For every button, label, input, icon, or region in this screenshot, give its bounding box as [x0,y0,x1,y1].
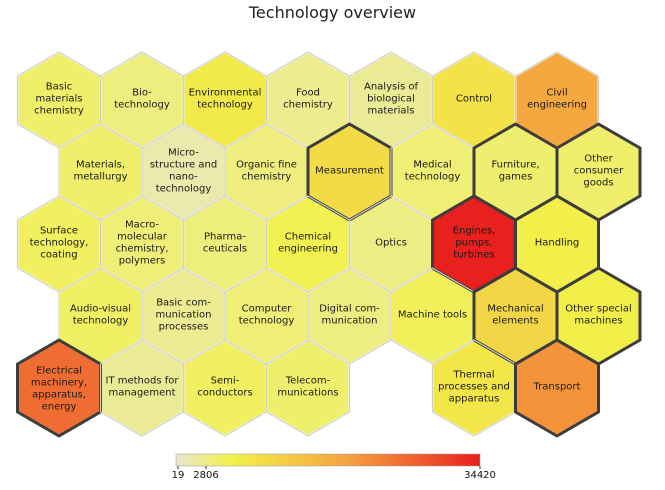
hex-label-environmental-technology: Environmentaltechnology [189,88,262,111]
hex-label-analysis-of-biological-materials: Analysis ofbiologicalmaterials [364,82,418,117]
colorbar [176,454,480,466]
hex-label-optics: Optics [375,238,407,249]
hex-label-transport: Transport [533,382,581,393]
hex-label-computer-technology: Computertechnology [239,304,295,327]
hex-label-audio-visual-technology: Audio-visualtechnology [70,304,131,327]
hex-label-materials-metallurgy: Materials,metallurgy [73,160,127,183]
technology-hexmap-chart: Technology overview Basicmaterialschemis… [0,0,665,490]
hex-label-basic-communication-processes: Basic com-municationprocesses [156,298,212,333]
hex-label-digital-communication: Digital com-munication [319,304,380,327]
hex-label-measurement: Measurement [315,166,384,177]
hex-label-pharmaceuticals: Pharma-ceuticals [203,232,247,255]
hex-label-telecommunications: Telecom-munications [277,376,338,399]
hex-label-it-methods-for-management: IT methods formanagement [106,376,180,399]
hex-label-control: Control [456,94,492,105]
hexmap-svg: BasicmaterialschemistryBio-technologyEnv… [0,0,665,490]
colorbar-tick-label-2: 34420 [464,470,496,481]
colorbar-tick-label-1: 2806 [193,470,218,481]
hex-label-other-special-machines: Other specialmachines [565,304,631,327]
hex-label-chemical-engineering: Chemicalengineering [278,232,338,255]
hex-label-machine-tools: Machine tools [398,310,467,321]
colorbar-tick-label-0: 19 [172,470,185,481]
hex-label-mechanical-elements: Mechanicalelements [487,304,543,327]
hex-label-organic-fine-chemistry: Organic finechemistry [236,160,297,183]
hex-label-engines-pumps-turbines: Engines,pumps,turbines [453,226,496,261]
hex-label-handling: Handling [535,238,580,249]
color-legend: 19 2806 34420 [172,454,496,481]
